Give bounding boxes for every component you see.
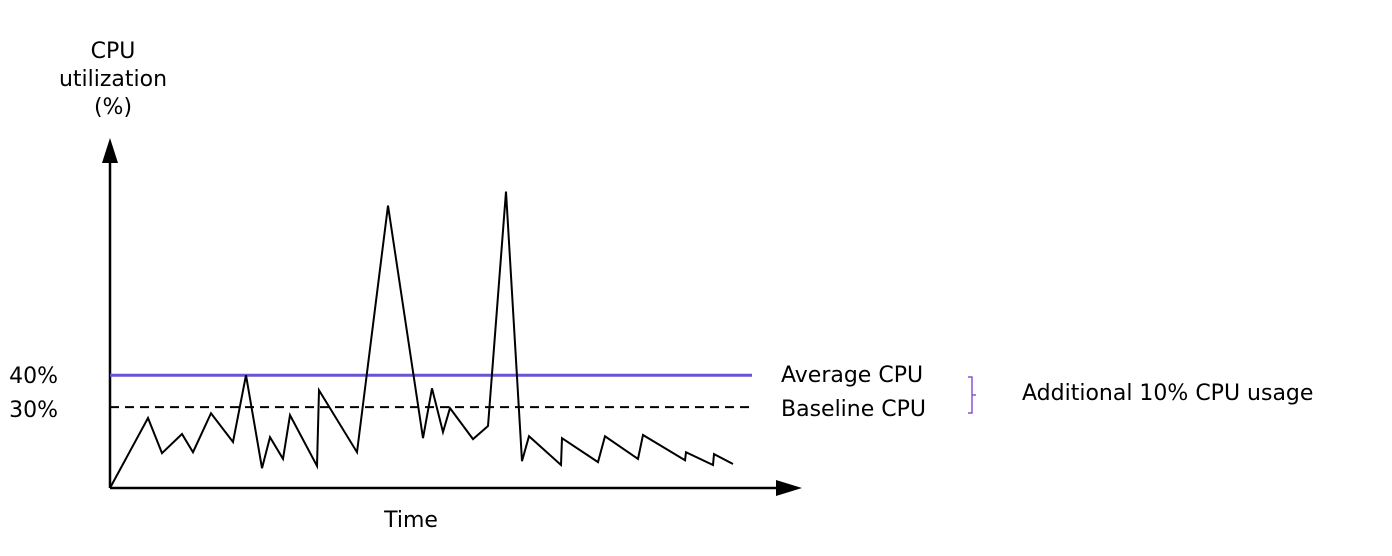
x-axis-label: Time [383, 508, 438, 533]
reference-label: Average CPU [781, 363, 923, 388]
y-axis-label: CPU [91, 39, 136, 64]
y-axis-label: utilization [59, 67, 167, 92]
y-axis-label: (%) [94, 95, 132, 120]
y-tick-label: 30% [9, 398, 58, 423]
annotation: Additional 10% CPU usage [1022, 381, 1313, 406]
reference-label: Baseline CPU [781, 397, 926, 422]
y-tick-label: 40% [9, 364, 58, 389]
x-axis-arrow [776, 480, 802, 496]
data-line [109, 191, 734, 489]
y-axis-arrow [102, 138, 118, 163]
bracket [968, 376, 976, 414]
